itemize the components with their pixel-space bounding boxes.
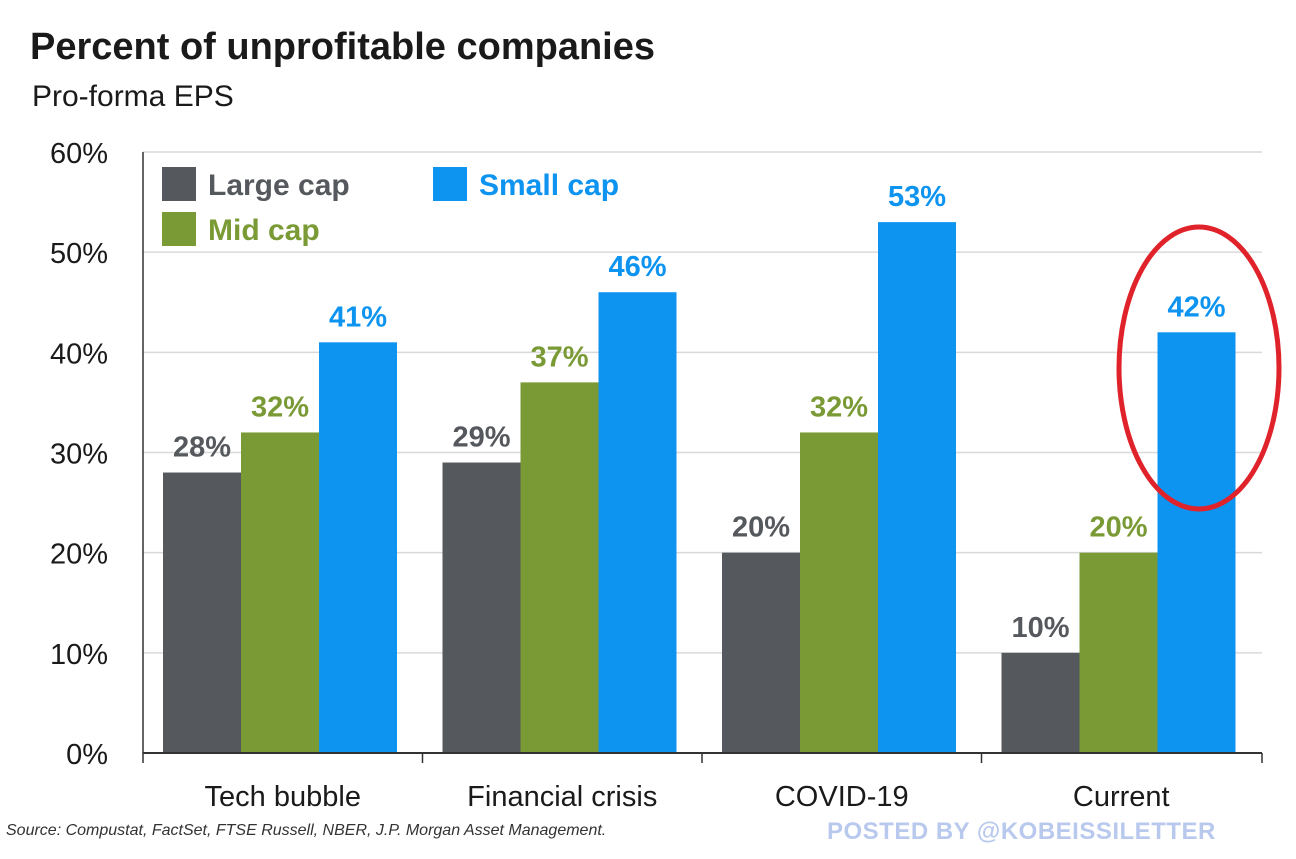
x-tick-label: Current bbox=[1073, 781, 1170, 813]
bar-mid-cap bbox=[1079, 552, 1158, 753]
data-label: 20% bbox=[732, 512, 790, 544]
legend-swatch bbox=[433, 167, 467, 201]
bar-mid-cap bbox=[800, 432, 878, 753]
data-label: 28% bbox=[173, 432, 231, 464]
legend-swatch bbox=[162, 167, 196, 201]
y-tick-label: 60% bbox=[50, 138, 108, 170]
bar-small-cap bbox=[598, 292, 677, 753]
data-label: 32% bbox=[251, 391, 309, 423]
legend-label: Small cap bbox=[479, 169, 619, 202]
y-tick-label: 20% bbox=[50, 539, 108, 571]
source-note: Source: Compustat, FactSet, FTSE Russell… bbox=[6, 822, 607, 839]
data-label: 53% bbox=[888, 181, 946, 213]
chart-title: Percent of unprofitable companies bbox=[30, 26, 655, 68]
bar-mid-cap bbox=[520, 382, 599, 753]
data-label: 20% bbox=[1089, 512, 1147, 544]
data-label: 41% bbox=[329, 301, 387, 333]
x-tick-label: Tech bubble bbox=[205, 781, 361, 813]
data-label: 32% bbox=[810, 391, 868, 423]
bar-mid-cap bbox=[241, 432, 319, 753]
y-tick-label: 10% bbox=[50, 639, 108, 671]
y-tick-label: 50% bbox=[50, 238, 108, 270]
y-tick-label: 40% bbox=[50, 338, 108, 370]
bar-large-cap bbox=[163, 472, 241, 753]
x-tick-label: COVID-19 bbox=[775, 781, 909, 813]
legend-label: Mid cap bbox=[208, 214, 320, 247]
data-label: 37% bbox=[530, 341, 588, 373]
x-tick-label: Financial crisis bbox=[467, 781, 657, 813]
bar-large-cap bbox=[1001, 652, 1080, 753]
data-label: 29% bbox=[452, 422, 510, 454]
bar-large-cap bbox=[442, 462, 521, 753]
bar-small-cap bbox=[878, 222, 956, 753]
bar-large-cap bbox=[722, 552, 800, 753]
y-tick-label: 0% bbox=[66, 739, 108, 771]
legend-label: Large cap bbox=[208, 169, 350, 202]
data-label: 10% bbox=[1011, 612, 1069, 644]
watermark: POSTED BY @KOBEISSILETTER bbox=[827, 818, 1216, 845]
chart-subtitle: Pro-forma EPS bbox=[32, 80, 234, 113]
data-label: 42% bbox=[1167, 291, 1225, 323]
y-tick-label: 30% bbox=[50, 439, 108, 471]
bar-small-cap bbox=[1157, 332, 1236, 753]
bar-small-cap bbox=[319, 342, 397, 753]
data-label: 46% bbox=[608, 251, 666, 283]
highlight-ellipse bbox=[1116, 224, 1282, 512]
legend-swatch bbox=[162, 212, 196, 246]
